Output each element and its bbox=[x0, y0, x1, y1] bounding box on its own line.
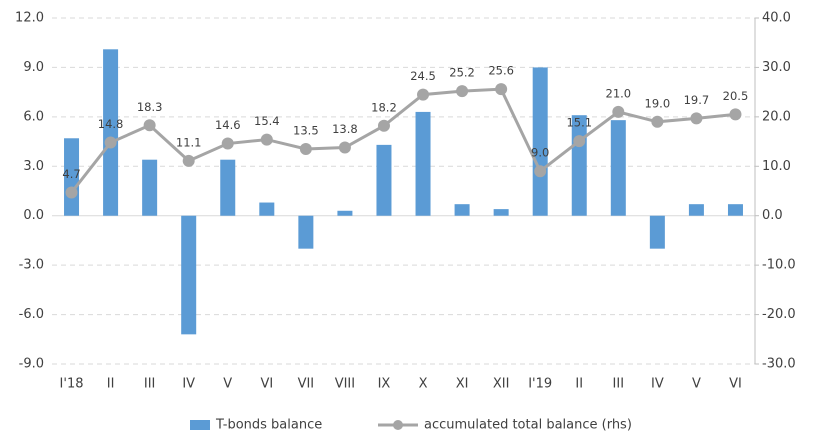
x-tick-label: I'19 bbox=[528, 377, 552, 392]
bar bbox=[415, 111, 431, 216]
y2-tick-label: -30.0 bbox=[762, 357, 796, 372]
bar bbox=[727, 204, 743, 216]
x-tick-label: V bbox=[223, 377, 232, 392]
y-tick-label: 3.0 bbox=[23, 159, 44, 174]
value-label: 25.6 bbox=[488, 64, 514, 78]
value-label: 20.5 bbox=[723, 89, 749, 103]
x-tick-label: VI bbox=[729, 377, 742, 392]
x-tick-label: XI bbox=[456, 377, 469, 392]
line-marker bbox=[338, 141, 351, 154]
bar bbox=[532, 67, 548, 216]
x-tick-label: IV bbox=[182, 377, 195, 392]
value-label: 15.4 bbox=[254, 114, 280, 128]
value-label: 13.5 bbox=[293, 123, 319, 137]
y-tick-label: -6.0 bbox=[19, 307, 44, 322]
legend-label: T-bonds balance bbox=[215, 418, 322, 433]
line-marker bbox=[260, 133, 273, 146]
bar bbox=[103, 49, 119, 216]
line-marker bbox=[690, 112, 703, 125]
bar bbox=[376, 144, 392, 216]
line-marker bbox=[456, 85, 469, 98]
value-label: 14.8 bbox=[98, 117, 124, 131]
value-label: 25.2 bbox=[449, 66, 475, 80]
y2-tick-label: 0.0 bbox=[762, 208, 783, 223]
value-label: 21.0 bbox=[606, 86, 632, 100]
y-tick-label: -9.0 bbox=[19, 357, 44, 372]
x-tick-label: III bbox=[144, 377, 156, 392]
value-label: 18.3 bbox=[137, 100, 163, 114]
line-marker bbox=[651, 115, 664, 128]
value-label: 18.2 bbox=[371, 100, 397, 114]
y2-tick-label: -10.0 bbox=[762, 258, 796, 273]
bar bbox=[649, 215, 665, 249]
value-label: 19.7 bbox=[684, 93, 710, 107]
bar bbox=[220, 159, 236, 216]
line-marker bbox=[221, 137, 234, 150]
bar bbox=[337, 210, 353, 216]
bar bbox=[454, 204, 470, 216]
y2-tick-label: 10.0 bbox=[762, 159, 791, 174]
y2-tick-label: -20.0 bbox=[762, 307, 796, 322]
y2-tick-label: 40.0 bbox=[762, 11, 791, 26]
x-tick-label: VIII bbox=[335, 377, 355, 392]
line-marker bbox=[573, 135, 586, 148]
value-label: 4.7 bbox=[62, 167, 80, 181]
x-tick-label: XII bbox=[493, 377, 510, 392]
line-marker bbox=[729, 108, 742, 121]
bar bbox=[181, 215, 197, 335]
x-tick-label: IV bbox=[651, 377, 664, 392]
line-marker bbox=[612, 105, 625, 118]
x-tick-label: VII bbox=[298, 377, 315, 392]
line-marker bbox=[143, 119, 156, 132]
value-label: 11.1 bbox=[176, 135, 202, 149]
line-marker bbox=[377, 119, 390, 132]
x-tick-label: X bbox=[419, 377, 428, 392]
y-tick-label: 6.0 bbox=[23, 109, 44, 124]
line-marker bbox=[104, 136, 117, 149]
x-tick-label: IX bbox=[378, 377, 391, 392]
legend-marker bbox=[393, 420, 403, 430]
bar bbox=[493, 209, 509, 216]
y2-tick-label: 30.0 bbox=[762, 60, 791, 75]
x-tick-label: V bbox=[692, 377, 701, 392]
line-marker bbox=[299, 142, 312, 155]
bar bbox=[298, 215, 314, 249]
y2-tick-label: 20.0 bbox=[762, 109, 791, 124]
y-tick-label: 9.0 bbox=[23, 60, 44, 75]
x-tick-label: I'18 bbox=[60, 377, 84, 392]
y-tick-label: -3.0 bbox=[19, 258, 44, 273]
value-label: 15.1 bbox=[566, 116, 592, 130]
line-marker bbox=[182, 154, 195, 167]
y-tick-label: 12.0 bbox=[15, 11, 44, 26]
line-marker bbox=[417, 88, 430, 101]
value-label: 13.8 bbox=[332, 122, 358, 136]
line bbox=[70, 87, 736, 194]
bar bbox=[688, 204, 704, 216]
value-label: 9.0 bbox=[531, 146, 549, 160]
legend-swatch bbox=[190, 420, 210, 430]
bar bbox=[259, 202, 275, 216]
x-tick-label: II bbox=[575, 377, 583, 392]
bar bbox=[571, 115, 587, 216]
bar bbox=[610, 120, 626, 216]
x-tick-label: II bbox=[107, 377, 115, 392]
y-tick-label: 0.0 bbox=[23, 208, 44, 223]
x-tick-label: III bbox=[613, 377, 625, 392]
line-marker bbox=[534, 165, 547, 178]
value-label: 14.6 bbox=[215, 118, 241, 132]
line-marker bbox=[495, 83, 508, 96]
value-label: 24.5 bbox=[410, 69, 436, 83]
line-marker bbox=[65, 186, 78, 199]
legend-label: accumulated total balance (rhs) bbox=[424, 418, 632, 433]
bar bbox=[142, 159, 158, 216]
x-tick-label: VI bbox=[260, 377, 273, 392]
value-label: 19.0 bbox=[645, 96, 671, 110]
